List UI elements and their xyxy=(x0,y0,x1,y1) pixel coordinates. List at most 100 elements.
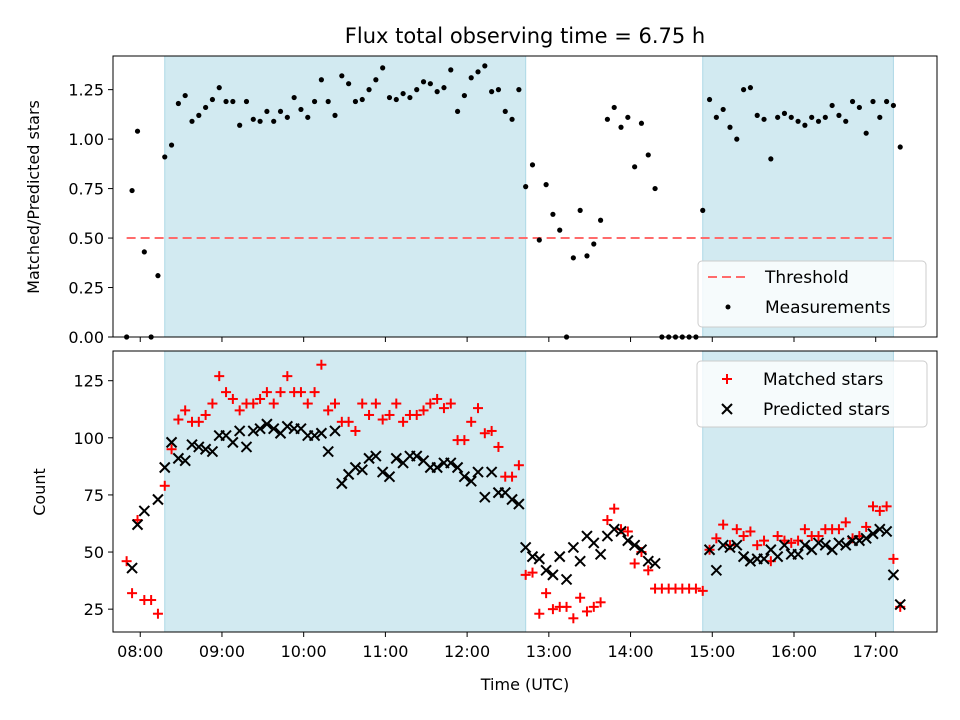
matched-star-point xyxy=(513,460,524,471)
measurement-point xyxy=(182,92,188,99)
measurement-point xyxy=(393,96,399,103)
measurement-point xyxy=(509,116,515,122)
measurement-point xyxy=(890,102,897,109)
predicted-star-point xyxy=(138,505,151,517)
matched-star-point xyxy=(207,398,218,409)
measurement-point xyxy=(720,106,726,113)
measurement-point xyxy=(632,164,638,170)
top-y-tick-label: 0.25 xyxy=(68,279,104,298)
predicted-star-point xyxy=(261,418,273,430)
matched-star-point xyxy=(255,393,266,404)
predicted-star-point xyxy=(574,555,586,567)
predicted-star-point xyxy=(165,436,178,449)
measurement-point xyxy=(305,114,311,120)
predicted-star-point xyxy=(193,441,205,453)
measurement-point xyxy=(203,104,209,111)
measurement-point xyxy=(754,112,760,118)
measurement-point xyxy=(250,116,256,122)
top-panel: 0.00 0.25 0.50 0.75 1.00 1.25 Matched/Predict… xyxy=(24,55,938,347)
measurements-series xyxy=(124,63,903,340)
predicted-star-point xyxy=(465,475,477,487)
measurement-point xyxy=(550,211,556,217)
predicted-star-point xyxy=(771,550,784,563)
measurement-point xyxy=(284,114,290,120)
top-shaded-interval-1 xyxy=(164,55,527,338)
matched-star-point xyxy=(364,409,375,420)
predicted-star-point xyxy=(547,569,559,581)
bottom-x-tick-label: 08:00 xyxy=(117,642,163,661)
predicted-star-point xyxy=(819,539,832,551)
measurement-point xyxy=(427,81,433,87)
matched-star-point xyxy=(391,398,402,409)
measurement-point xyxy=(713,114,719,120)
matched-star-point xyxy=(711,533,722,544)
matched-star-point xyxy=(316,359,327,370)
matched-star-point xyxy=(180,405,191,416)
matched-star-point xyxy=(302,398,313,409)
measurement-point xyxy=(775,114,781,120)
measurement-point xyxy=(625,114,631,120)
measurements-legend-label: Measurements xyxy=(765,298,891,318)
matched-star-point xyxy=(159,480,170,491)
measurement-point xyxy=(257,118,263,124)
matched-star-point xyxy=(350,425,361,436)
matched-star-point xyxy=(200,409,211,420)
matched-star-point xyxy=(867,501,878,512)
measurement-point xyxy=(836,112,842,118)
matched-star-point xyxy=(323,405,334,416)
matched-star-point xyxy=(888,553,899,564)
measurement-point xyxy=(727,124,733,130)
predicted-star-point xyxy=(349,461,362,474)
matched-star-point xyxy=(146,595,157,606)
predicted-star-point xyxy=(315,427,328,439)
measurement-point xyxy=(346,81,352,87)
predicted-star-point xyxy=(370,450,382,462)
measurement-point xyxy=(768,156,774,162)
matched-star-point xyxy=(330,398,341,409)
matched-star-point xyxy=(221,387,232,398)
predicted-star-point xyxy=(240,441,253,453)
bottom-panel: 08:00 09:00 10:00 11:00 12:00 13:00 14:00 15:00… xyxy=(30,350,938,694)
predicted-star-point xyxy=(554,550,566,563)
measurements-legend-swatch xyxy=(725,304,731,310)
measurement-point xyxy=(849,98,856,105)
measurement-point xyxy=(645,152,651,158)
matched-star-point xyxy=(261,387,272,398)
measurement-point xyxy=(420,79,427,85)
matched-star-point xyxy=(881,501,892,512)
matched-star-point xyxy=(438,403,449,414)
matched-star-point xyxy=(377,414,388,425)
matched-star-point xyxy=(547,604,558,615)
predicted-star-point xyxy=(874,523,886,535)
bottom-y-tick-label: 25 xyxy=(84,600,104,619)
matched-star-point xyxy=(534,608,545,619)
predicted-star-point xyxy=(152,493,164,506)
matched-star-point xyxy=(411,409,422,420)
measurement-point xyxy=(230,98,236,105)
matched-star-point xyxy=(718,519,729,530)
bottom-plot-frame xyxy=(112,350,938,633)
measurement-point xyxy=(863,130,869,136)
measurement-point xyxy=(557,227,563,233)
measurement-point xyxy=(468,75,474,81)
measurement-point xyxy=(134,128,141,134)
predicted-star-point xyxy=(642,555,654,567)
measurement-point xyxy=(761,116,767,122)
measurement-point xyxy=(332,112,338,118)
matched-legend-swatch xyxy=(722,374,732,384)
predicted-star-point xyxy=(594,548,607,561)
matched-star-point xyxy=(602,515,613,526)
bottom-x-tick-label: 13:00 xyxy=(526,642,572,661)
measurement-point xyxy=(366,87,372,93)
predicted-star-point xyxy=(376,466,389,478)
matched-star-point xyxy=(622,526,633,537)
measurement-point xyxy=(489,89,495,95)
matched-star-point xyxy=(799,524,810,535)
predicted-star-point xyxy=(560,573,573,586)
top-axis-ticks: 0.00 0.25 0.50 0.75 1.00 1.25 xyxy=(68,81,877,347)
top-y-tick-label: 1.00 xyxy=(68,130,104,149)
top-y-axis-label: Matched/Predicted stars xyxy=(24,100,43,294)
predicted-star-point xyxy=(792,548,804,561)
predicted-legend-label: Predicted stars xyxy=(763,400,890,420)
predicted-star-point xyxy=(159,461,171,474)
